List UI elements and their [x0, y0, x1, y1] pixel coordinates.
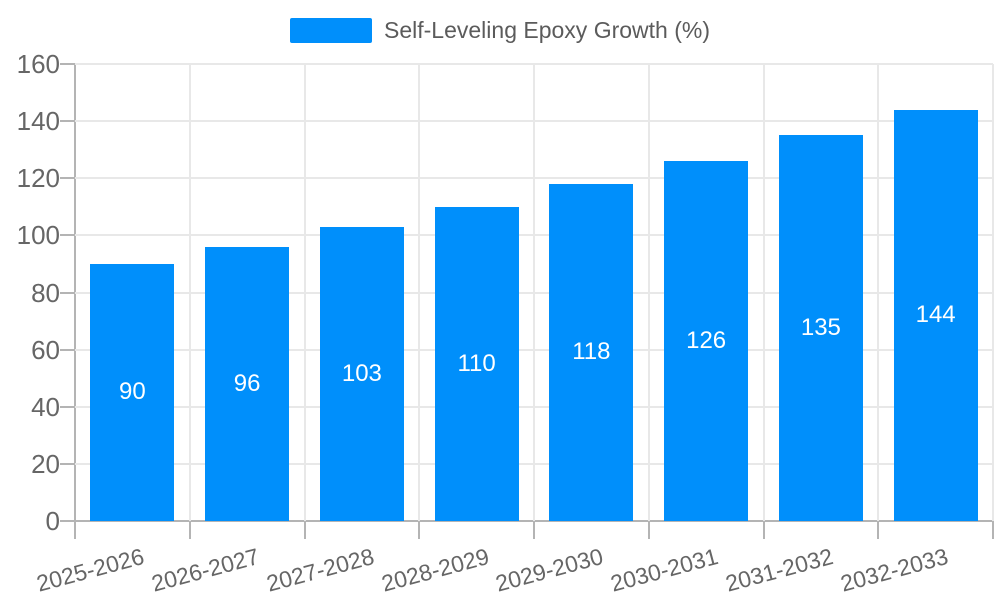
bar[interactable]: 144 [893, 109, 978, 521]
gridline-vertical [877, 64, 880, 521]
plot-area: 90 96 103 110 118 126 135 144 [75, 63, 994, 521]
legend: Self-Leveling Epoxy Growth (%) [0, 17, 1000, 44]
y-axis-label: 100 [16, 220, 60, 251]
bar[interactable]: 118 [549, 183, 634, 521]
y-axis-tick [60, 234, 75, 237]
x-axis-tick [992, 521, 994, 539]
bar[interactable]: 103 [319, 226, 404, 521]
y-axis-label: 140 [16, 106, 60, 137]
x-axis-tick [533, 521, 535, 539]
gridline-vertical [418, 64, 421, 521]
gridline-vertical [992, 64, 994, 521]
y-axis-tick [60, 177, 75, 180]
y-axis-tick [60, 348, 75, 351]
bar[interactable]: 110 [434, 206, 519, 521]
y-axis-tick [60, 120, 75, 123]
bar[interactable]: 90 [90, 263, 175, 521]
gridline-vertical [188, 64, 191, 521]
legend-swatch [290, 18, 373, 43]
bar-value-label: 110 [457, 349, 496, 377]
y-axis-label: 0 [45, 506, 60, 536]
gridline-vertical [762, 64, 765, 521]
legend-item[interactable]: Self-Leveling Epoxy Growth (%) [290, 17, 710, 44]
bar[interactable]: 135 [778, 135, 863, 521]
gridline-vertical [533, 64, 535, 521]
legend-label: Self-Leveling Epoxy Growth (%) [384, 17, 710, 43]
y-axis-label: 80 [31, 277, 60, 308]
y-axis-label: 60 [31, 334, 60, 365]
x-axis-tick [303, 521, 306, 539]
bar-value-label: 90 [119, 378, 146, 406]
bar-value-label: 118 [572, 338, 611, 366]
gridline-vertical [303, 64, 306, 521]
bar-value-label: 103 [341, 359, 382, 387]
x-axis-tick [418, 521, 421, 539]
x-axis-tick [762, 521, 765, 539]
bar-value-label: 135 [800, 314, 841, 342]
y-axis-tick [60, 462, 75, 465]
x-axis-tick [877, 521, 880, 539]
bar-value-label: 144 [915, 301, 956, 329]
x-axis-tick [188, 521, 191, 539]
y-axis-label: 40 [31, 391, 60, 422]
y-axis-tick [60, 520, 75, 522]
y-axis-tick [60, 405, 75, 408]
x-axis-tick [74, 521, 76, 539]
gridline-vertical [647, 64, 650, 521]
y-axis-label: 160 [16, 49, 60, 79]
bar-value-label: 126 [686, 327, 727, 355]
bar[interactable]: 126 [664, 161, 749, 521]
y-axis-tick [60, 291, 75, 294]
y-axis-label: 120 [16, 163, 60, 194]
y-axis-tick [60, 63, 75, 65]
bar[interactable]: 96 [205, 246, 290, 521]
bar-value-label: 96 [233, 369, 261, 397]
x-axis-tick [647, 521, 650, 539]
y-axis-label: 20 [31, 448, 60, 479]
